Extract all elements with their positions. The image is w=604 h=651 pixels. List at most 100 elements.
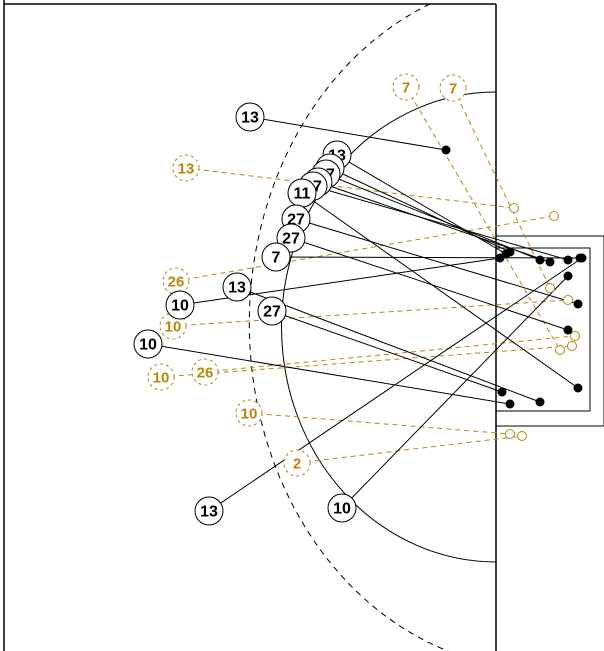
primary-shot-end-dot	[573, 299, 583, 309]
primary-marker-label: 27	[263, 304, 281, 321]
primary-shot-end-dot	[441, 145, 451, 155]
primary-shot-end-dot	[505, 399, 515, 409]
secondary-player-marker: 2	[283, 449, 311, 477]
primary-marker-label: 10	[139, 337, 157, 354]
primary-shot-line	[325, 173, 541, 261]
secondary-marker-label: 2	[293, 456, 301, 473]
primary-marker-label: 27	[282, 231, 300, 248]
primary-player-marker: 10	[133, 329, 163, 359]
secondary-player-marker: 26	[191, 358, 219, 386]
secondary-shot-line	[405, 86, 561, 351]
primary-shot-line	[236, 286, 541, 403]
primary-player-marker: 13	[235, 102, 265, 132]
primary-player-markers: 13137277171127277131027101310	[133, 102, 357, 526]
secondary-player-marker: 13	[172, 154, 200, 182]
secondary-player-marker: 10	[147, 363, 175, 391]
secondary-shot-end-ring	[509, 203, 519, 213]
primary-shot-end-dot	[495, 253, 505, 263]
primary-shot-end-dot	[497, 387, 507, 397]
primary-shot-line	[312, 185, 569, 261]
primary-shot-line	[208, 257, 583, 512]
secondary-shot-end-ring	[563, 295, 573, 305]
primary-shot-end-dot	[535, 397, 545, 407]
secondary-shot-line	[185, 167, 515, 209]
primary-marker-label: 13	[228, 280, 246, 297]
primary-shot-line	[147, 343, 511, 405]
secondary-shot-end-ring	[517, 431, 527, 441]
primary-marker-label: 11	[294, 186, 311, 203]
primary-marker-ring	[194, 496, 224, 526]
primary-shot-line	[249, 116, 447, 151]
primary-marker-ring	[261, 242, 291, 272]
primary-shot-line	[301, 192, 579, 389]
primary-marker-label: 13	[241, 110, 259, 127]
primary-shot-line	[317, 181, 551, 263]
primary-shot-end-dot	[545, 257, 555, 267]
primary-marker-ring	[257, 296, 287, 326]
secondary-marker-label: 7	[402, 80, 410, 97]
primary-shot-end-dot	[563, 325, 573, 335]
secondary-player-marker: 7	[439, 74, 467, 102]
primary-shot-end-dot	[505, 247, 515, 257]
primary-shot-line	[290, 237, 569, 331]
secondary-marker-label: 10	[241, 406, 258, 423]
primary-marker-label: 10	[171, 298, 189, 315]
secondary-shot-end-ring	[567, 341, 577, 351]
secondary-marker-ring	[191, 358, 219, 386]
primary-marker-label: 7	[272, 250, 281, 267]
primary-shot-end-dot	[563, 271, 573, 281]
primary-shot-end-dot	[577, 253, 587, 263]
secondary-shot-end-ring	[549, 211, 559, 221]
primary-shot-line	[295, 218, 579, 305]
primary-shot-lines	[147, 116, 583, 512]
secondary-player-markers: 7 7 13 26 10 10 26 10 2	[147, 73, 467, 477]
secondary-marker-ring	[283, 449, 311, 477]
primary-player-marker: 10	[165, 290, 195, 320]
secondary-marker-label: 13	[178, 161, 195, 178]
secondary-marker-ring	[172, 154, 200, 182]
primary-marker-ring	[133, 329, 163, 359]
secondary-shot-line	[248, 412, 511, 435]
secondary-shot-end-ring	[570, 331, 580, 341]
secondary-marker-label: 26	[197, 365, 214, 382]
primary-player-marker: 27	[257, 296, 287, 326]
inner-arc	[280, 91, 497, 563]
secondary-shot-line	[172, 299, 569, 327]
secondary-player-marker: 10	[159, 312, 187, 340]
primary-player-marker: 10	[327, 493, 357, 523]
secondary-marker-label: 10	[153, 370, 170, 387]
primary-player-marker: 11	[287, 178, 317, 208]
secondary-shot-line	[452, 87, 551, 289]
primary-player-marker: 13	[194, 496, 224, 526]
secondary-marker-ring	[392, 73, 420, 101]
primary-shot-line	[271, 310, 503, 393]
primary-marker-label: 13	[200, 504, 218, 521]
secondary-marker-label: 26	[168, 274, 185, 291]
secondary-shot-end-ring	[505, 429, 515, 439]
primary-player-marker: 13	[222, 272, 252, 302]
secondary-shot-end-ring	[555, 345, 565, 355]
court-lines	[3, 0, 604, 651]
primary-shot-end-dot	[535, 255, 545, 265]
secondary-marker-ring	[439, 74, 467, 102]
primary-marker-ring	[235, 102, 265, 132]
dashed-outer-arc	[248, 3, 449, 651]
secondary-shot-line	[175, 215, 555, 282]
secondary-marker-label: 10	[165, 319, 182, 336]
secondary-player-marker: 7	[392, 73, 420, 101]
secondary-shot-end-ring	[545, 283, 555, 293]
secondary-player-marker: 10	[235, 399, 263, 427]
primary-shot-line	[341, 275, 569, 509]
secondary-shot-line	[296, 435, 523, 464]
primary-marker-label: 10	[333, 501, 351, 518]
secondary-marker-ring	[147, 363, 175, 391]
primary-marker-ring	[327, 493, 357, 523]
primary-marker-ring	[165, 290, 195, 320]
secondary-marker-label: 7	[449, 81, 457, 98]
primary-marker-ring	[222, 272, 252, 302]
shot-endpoints	[441, 145, 587, 441]
secondary-shot-line	[204, 335, 576, 373]
primary-player-marker: 7	[261, 242, 291, 272]
secondary-marker-ring	[235, 399, 263, 427]
